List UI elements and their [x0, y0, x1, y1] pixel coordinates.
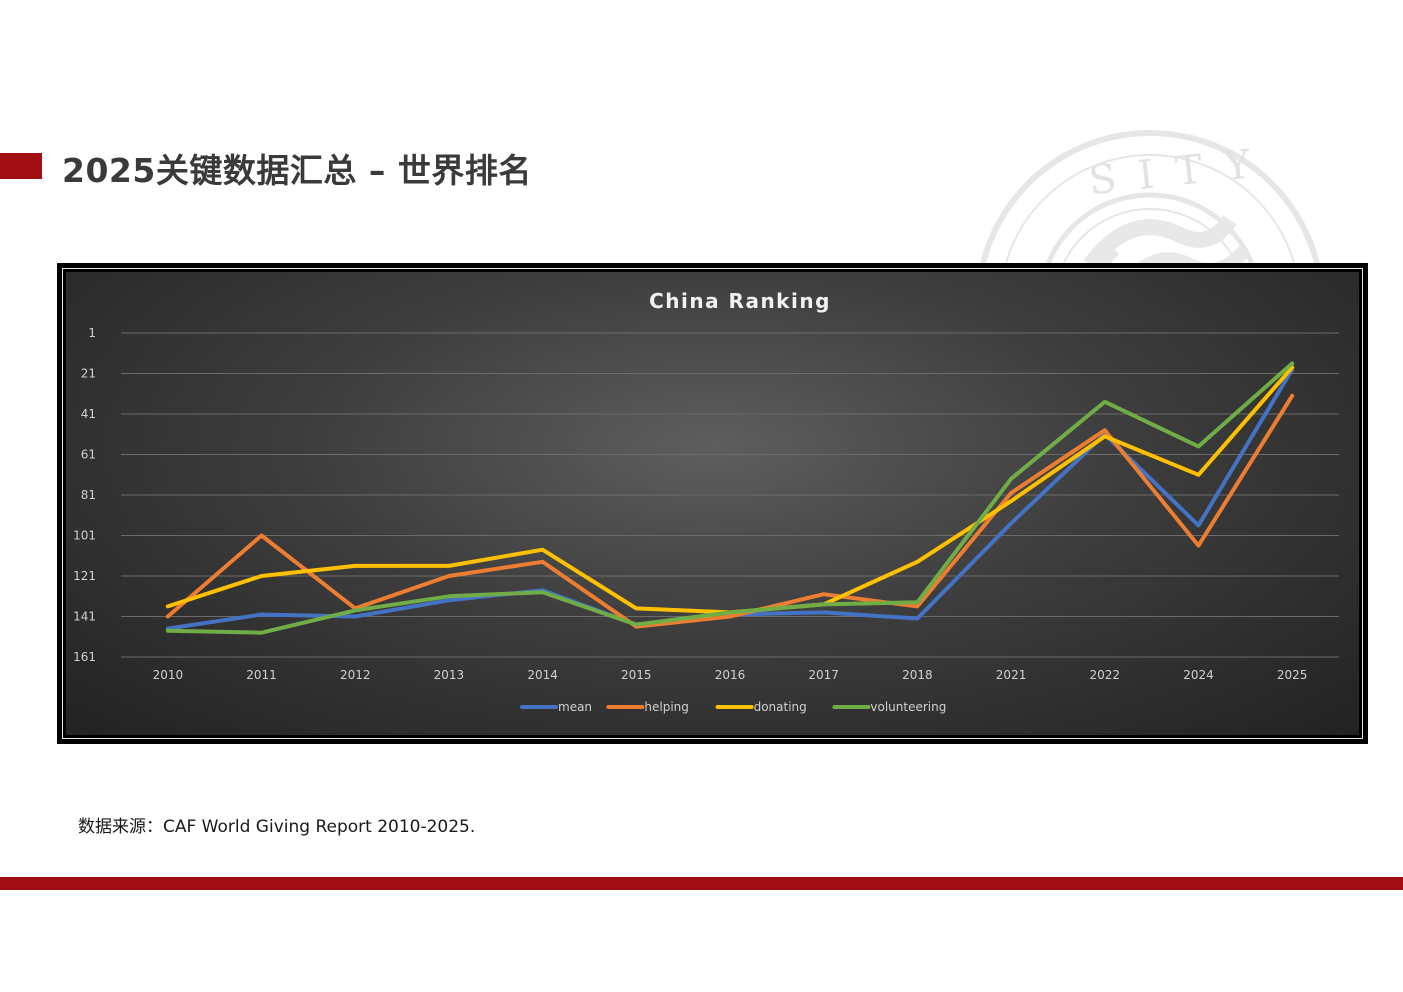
x-tick-label: 2025 [1277, 668, 1308, 682]
x-tick-label: 2024 [1183, 668, 1214, 682]
x-tick-label: 2018 [902, 668, 933, 682]
series-line-volunteering [165, 361, 1295, 635]
x-tick-label: 2013 [434, 668, 465, 682]
x-tick-label: 2011 [246, 668, 277, 682]
y-tick-label: 141 [73, 610, 96, 624]
legend-label-mean: mean [558, 700, 592, 714]
seal-text: SITY [1087, 139, 1275, 204]
university-seal-watermark: SITY [960, 120, 1360, 270]
title-accent-bar [0, 153, 42, 179]
legend-label-helping: helping [644, 700, 689, 714]
x-tick-label: 2010 [153, 668, 184, 682]
legend-label-volunteering: volunteering [870, 700, 946, 714]
y-tick-label: 61 [81, 448, 96, 462]
x-tick-label: 2016 [715, 668, 746, 682]
x-tick-label: 2017 [808, 668, 839, 682]
y-tick-label: 121 [73, 569, 96, 583]
source-note: 数据来源：CAF World Giving Report 2010-2025. [78, 817, 476, 837]
legend-label-donating: donating [754, 700, 807, 714]
x-tick-label: 2021 [996, 668, 1027, 682]
page-title: 2025关键数据汇总 – 世界排名 [62, 151, 532, 190]
y-tick-label: 41 [81, 407, 96, 421]
x-tick-label: 2012 [340, 668, 371, 682]
y-tick-label: 101 [73, 529, 96, 543]
chart-title: China Ranking [649, 289, 831, 313]
series-line-mean [165, 367, 1295, 631]
x-tick-label: 2022 [1089, 668, 1120, 682]
series-line-helping [165, 393, 1295, 629]
y-tick-label: 161 [73, 650, 96, 664]
chart-area: China Ranking 1 21 41 61 81 101 121 141 161 2010 20… [66, 272, 1359, 735]
footer-rule [0, 877, 1403, 890]
chart-border: China Ranking 1 21 41 61 81 101 121 141 161 2010 20… [62, 268, 1363, 739]
y-tick-label: 1 [88, 326, 96, 340]
x-tick-label: 2014 [527, 668, 558, 682]
x-tick-label: 2015 [621, 668, 652, 682]
y-tick-label: 81 [81, 488, 96, 502]
chart-frame: China Ranking 1 21 41 61 81 101 121 141 161 2010 20… [57, 263, 1368, 744]
y-tick-label: 21 [81, 367, 96, 381]
